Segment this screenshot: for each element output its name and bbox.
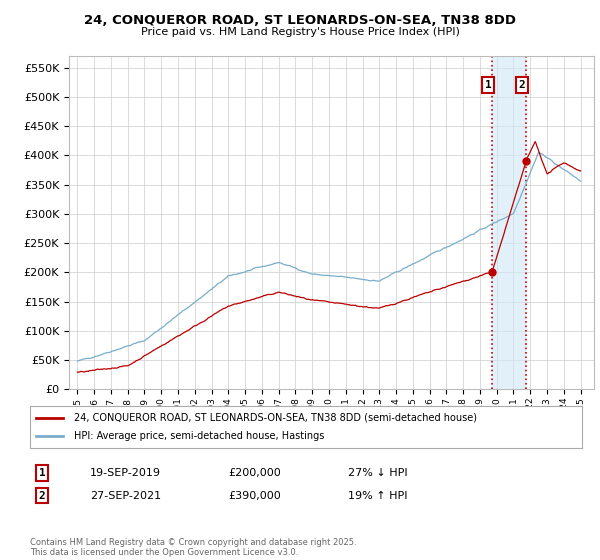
Text: HPI: Average price, semi-detached house, Hastings: HPI: Average price, semi-detached house,… (74, 431, 325, 441)
Text: 19-SEP-2019: 19-SEP-2019 (90, 468, 161, 478)
Text: 27-SEP-2021: 27-SEP-2021 (90, 491, 161, 501)
Bar (492, 56, 526, 389)
Text: 24, CONQUEROR ROAD, ST LEONARDS-ON-SEA, TN38 8DD: 24, CONQUEROR ROAD, ST LEONARDS-ON-SEA, … (84, 14, 516, 27)
Text: 1: 1 (38, 468, 46, 478)
Text: 2: 2 (518, 80, 525, 90)
Text: 19% ↑ HPI: 19% ↑ HPI (348, 491, 407, 501)
Text: 27% ↓ HPI: 27% ↓ HPI (348, 468, 407, 478)
Text: 1: 1 (485, 80, 492, 90)
Text: 2: 2 (38, 491, 46, 501)
Text: 24, CONQUEROR ROAD, ST LEONARDS-ON-SEA, TN38 8DD (semi-detached house): 24, CONQUEROR ROAD, ST LEONARDS-ON-SEA, … (74, 413, 477, 423)
Text: Contains HM Land Registry data © Crown copyright and database right 2025.
This d: Contains HM Land Registry data © Crown c… (30, 538, 356, 557)
Text: £390,000: £390,000 (228, 491, 281, 501)
Text: £200,000: £200,000 (228, 468, 281, 478)
Text: Price paid vs. HM Land Registry's House Price Index (HPI): Price paid vs. HM Land Registry's House … (140, 27, 460, 37)
